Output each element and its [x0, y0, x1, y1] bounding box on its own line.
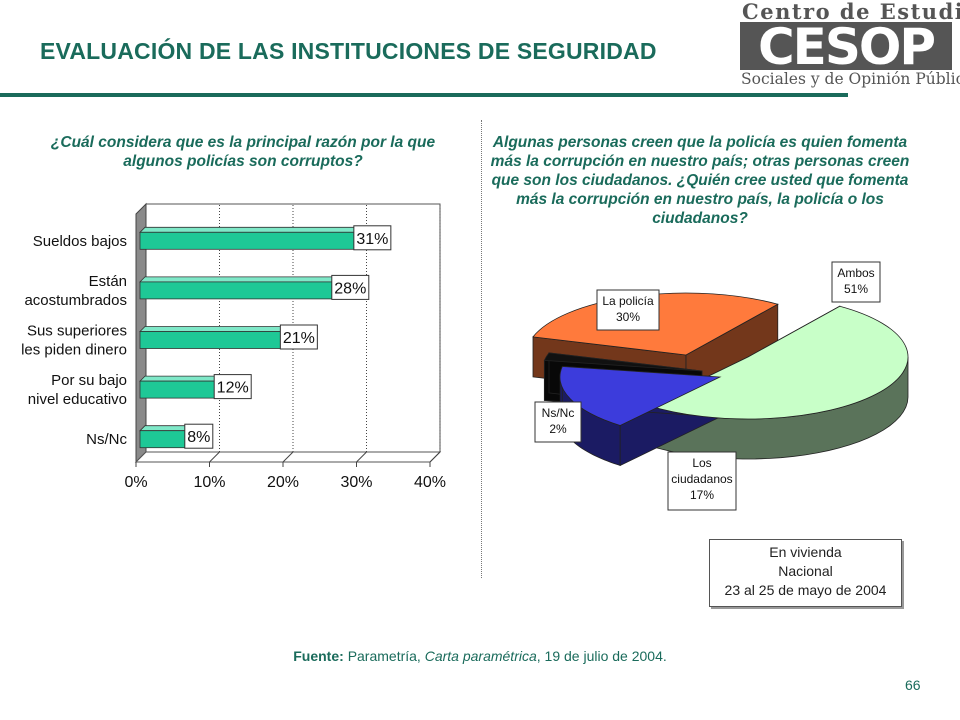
- gridline-floor: [282, 451, 294, 463]
- bar: [139, 231, 365, 250]
- logo-top-text: Centro de Estudios: [742, 0, 960, 24]
- bar-value-label: 12%: [217, 380, 249, 397]
- page-number: 66: [905, 677, 921, 693]
- bar-top: [139, 326, 297, 332]
- bar: [139, 281, 343, 300]
- source-line: Fuente: Parametría, Carta paramétrica, 1…: [0, 648, 960, 664]
- pie-value-label: 2%: [549, 422, 567, 436]
- x-tick-label: 10%: [193, 474, 225, 491]
- gridline-floor: [356, 451, 367, 463]
- panel-divider: [481, 120, 482, 578]
- bar-value-box: [353, 225, 392, 251]
- header-rule: [0, 93, 848, 97]
- pie-slice: [647, 305, 909, 420]
- pie-slice: [543, 352, 703, 372]
- logo-bottom-text: Sociales y de Opinión Pública: [741, 70, 960, 88]
- x-tick-label: 20%: [267, 474, 299, 491]
- pie-label-box: [831, 261, 881, 303]
- pie-value-label: 17%: [690, 488, 714, 502]
- pie-category-label: Los: [692, 456, 711, 470]
- bar-value-box: [184, 423, 214, 449]
- page-title: EVALUACIÓN DE LAS INSTITUCIONES DE SEGUR…: [40, 38, 657, 64]
- category-label: Sus superiores: [27, 323, 127, 340]
- pie-category-label: ciudadanos: [671, 472, 732, 486]
- pie-slice-cut: [747, 305, 841, 398]
- bar-value-box: [279, 324, 318, 350]
- bar-top: [139, 226, 370, 233]
- bar-chart-question: ¿Cuál considera que es la principal razó…: [50, 134, 436, 170]
- category-label: acostumbrados: [24, 292, 127, 309]
- bar-value-label: 21%: [283, 330, 315, 347]
- gridline-floor: [209, 451, 220, 463]
- source-org: Parametría,: [347, 648, 421, 664]
- x-tick-label: 40%: [414, 474, 446, 491]
- pie-slice-cut: [561, 366, 721, 418]
- bar: [139, 331, 291, 349]
- category-label: Por su bajo: [51, 372, 127, 389]
- category-label: Sueldos bajos: [33, 233, 127, 250]
- bar-value-label: 28%: [334, 280, 366, 297]
- gridline-floor: [429, 451, 441, 463]
- pie-slice-cut: [543, 360, 703, 412]
- source-publication: Carta paramétrica: [424, 648, 537, 664]
- note-line-1: En vivienda: [769, 544, 842, 560]
- pie-slice-cut: [532, 336, 687, 396]
- pie-value-label: 51%: [844, 282, 868, 296]
- pie-slice-side: [647, 357, 909, 460]
- x-tick-label: 0%: [124, 474, 147, 491]
- pie-category-label: Ns/Nc: [542, 406, 575, 420]
- category-label: Ns/Nc: [86, 431, 127, 448]
- pie-slice: [532, 292, 779, 356]
- pie-category-label: La policía: [602, 294, 654, 308]
- category-label: nivel educativo: [28, 391, 127, 408]
- pie-slice: [559, 366, 722, 426]
- source-date: , 19 de julio de 2004.: [536, 648, 667, 664]
- bar-top: [139, 276, 348, 283]
- pie-slice-side: [559, 374, 621, 467]
- pie-label-box: [667, 451, 737, 511]
- category-label: Están: [89, 273, 127, 290]
- category-label: les piden dinero: [21, 342, 127, 359]
- pie-slice-cut: [619, 376, 721, 467]
- pie-category-label: Ambos: [837, 266, 874, 280]
- pie-slice-cut: [548, 352, 703, 412]
- pie-chart-question: Algunas personas creen que la policía es…: [490, 134, 910, 227]
- bar-value-label: 8%: [187, 429, 210, 446]
- source-label: Fuente:: [293, 648, 344, 664]
- pie-label-box: [534, 401, 582, 443]
- cesop-logo: CESOP: [740, 22, 952, 70]
- pie-slice-cut: [685, 303, 779, 396]
- logo-mark-text: CESOP: [758, 22, 934, 70]
- pie-value-label: 30%: [616, 310, 640, 324]
- pie-label-box: [596, 289, 660, 331]
- survey-note: En vivienda Nacional 23 al 25 de mayo de…: [709, 539, 902, 607]
- bar-value-box: [213, 374, 252, 400]
- note-line-3: 23 al 25 de mayo de 2004: [724, 582, 887, 598]
- note-line-2: Nacional: [778, 563, 833, 579]
- pie-slice-cut: [647, 356, 749, 447]
- bar-chart: 0% 10% 20% 30% 40% 31% Sueldos bajos 28% Están ac…: [21, 202, 446, 491]
- bar-value-box: [331, 274, 370, 300]
- bar-value-label: 31%: [356, 231, 388, 248]
- bar: [139, 380, 225, 399]
- x-tick-label: 30%: [340, 474, 372, 491]
